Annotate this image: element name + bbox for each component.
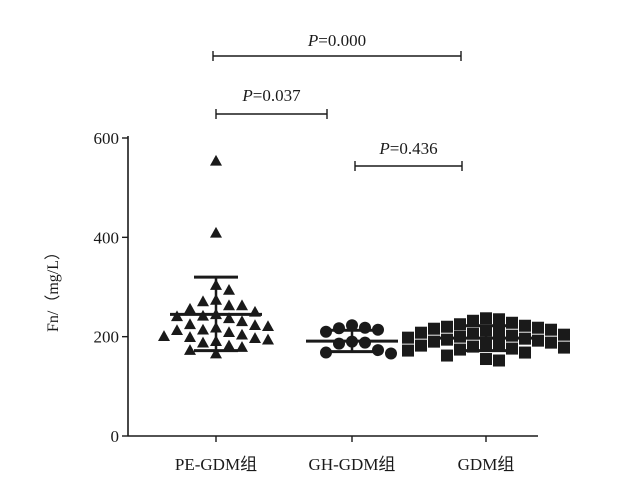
mean-sd-bars	[170, 275, 532, 354]
x-tick-label: GDM组	[458, 455, 515, 474]
series	[158, 154, 570, 367]
data-point-square	[402, 344, 414, 357]
y-tick-label: 400	[94, 228, 120, 247]
data-point-triangle	[210, 347, 222, 359]
data-point-square	[454, 318, 466, 331]
data-point-square	[532, 321, 544, 334]
p-value-label: P=0.000	[307, 31, 366, 50]
data-point-square	[519, 346, 531, 359]
data-point-triangle	[223, 283, 235, 295]
data-point-square	[506, 316, 518, 329]
x-tick-label: PE-GDM组	[175, 455, 257, 474]
data-point-triangle	[171, 324, 183, 336]
data-point-square	[506, 329, 518, 342]
data-point-circle	[359, 321, 371, 334]
data-point-circle	[320, 325, 332, 338]
data-point-circle	[385, 347, 397, 360]
data-point-square	[480, 312, 492, 325]
data-point-square	[454, 343, 466, 356]
data-point-circle	[346, 319, 358, 332]
data-point-triangle	[262, 320, 274, 332]
data-point-circle	[333, 337, 345, 350]
data-point-square	[480, 353, 492, 366]
data-point-triangle	[197, 295, 209, 307]
data-point-triangle	[249, 332, 261, 343]
p-value-label: P=0.037	[241, 86, 301, 105]
series-circle	[320, 319, 397, 360]
data-point-triangle	[223, 339, 235, 351]
data-point-square	[441, 349, 453, 362]
data-point-square	[441, 320, 453, 333]
data-point-square	[493, 313, 505, 326]
data-point-triangle	[236, 341, 248, 352]
y-axis-label: Fn/（mg/L）	[44, 244, 62, 332]
x-tick-label: GH-GDM组	[309, 455, 396, 474]
data-point-square	[558, 341, 570, 354]
data-point-triangle	[184, 302, 196, 314]
data-point-triangle	[236, 315, 248, 327]
data-point-square	[402, 331, 414, 344]
data-point-triangle	[210, 154, 222, 166]
data-point-square	[519, 319, 531, 332]
axes	[127, 136, 538, 437]
data-point-triangle	[262, 333, 274, 345]
data-point-square	[493, 338, 505, 351]
data-point-square	[428, 335, 440, 348]
data-point-triangle	[223, 299, 235, 311]
data-point-circle	[320, 346, 332, 359]
data-point-square	[545, 336, 557, 349]
data-point-square	[493, 325, 505, 338]
y-tick-label: 200	[94, 328, 120, 347]
data-point-triangle	[158, 330, 170, 341]
data-point-triangle	[197, 336, 209, 348]
data-point-square	[545, 323, 557, 336]
y-tick-label: 0	[111, 427, 120, 446]
x-categories: PE-GDM组 GH-GDM组 GDM组	[175, 436, 514, 474]
data-point-triangle	[184, 331, 196, 342]
data-point-circle	[372, 323, 384, 336]
data-point-square	[415, 339, 427, 352]
data-point-triangle	[210, 226, 222, 238]
comparison-brackets: P=0.000 P=0.037 P=0.436	[212, 31, 463, 171]
data-point-circle	[372, 344, 384, 357]
p-value-label: P=0.436	[378, 139, 437, 158]
y-ticks: 0 200 400 600	[94, 129, 128, 446]
data-point-triangle	[236, 328, 248, 340]
data-point-triangle	[223, 312, 235, 324]
data-point-triangle	[197, 323, 209, 335]
data-point-triangle	[236, 299, 248, 311]
data-point-triangle	[184, 318, 196, 330]
data-point-square	[415, 326, 427, 339]
data-point-square	[506, 342, 518, 355]
y-tick-label: 600	[94, 129, 120, 148]
data-point-triangle	[223, 326, 235, 338]
data-point-square	[467, 314, 479, 327]
data-point-square	[428, 322, 440, 335]
data-point-square	[493, 354, 505, 367]
data-point-square	[558, 328, 570, 341]
data-point-triangle	[249, 319, 261, 331]
data-point-triangle	[184, 344, 196, 355]
data-point-square	[532, 334, 544, 347]
data-point-circle	[333, 322, 345, 335]
